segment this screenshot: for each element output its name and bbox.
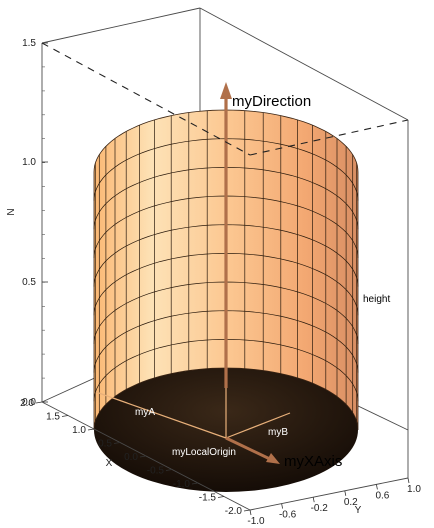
x-axis: 2.0 1.5 1.0 0.5 0.0 -0.5 -1.0 -1.5 -2.0: [20, 398, 251, 517]
y-tick-mark: [281, 503, 283, 509]
x-tick-label: -1.0: [173, 479, 191, 490]
local-origin-label: myLocalOrigin: [172, 447, 236, 458]
y-tick-label: 0.2: [344, 497, 358, 508]
direction-label: myDirection: [232, 93, 311, 110]
x-tick-label: 2.0: [20, 398, 34, 409]
x-tick-mark: [87, 428, 95, 431]
z-tick-label: 1.0: [22, 157, 36, 168]
z-tick-label: 0.5: [22, 277, 36, 288]
x-tick-label: -1.5: [199, 493, 217, 504]
x-tick-mark: [35, 401, 43, 404]
semi-axis-a-label: myA: [135, 407, 155, 418]
y-tick-label: -1.0: [247, 516, 265, 527]
x-tick-label: 1.5: [46, 412, 60, 423]
y-tick-mark: [249, 509, 252, 516]
y-axis: -1.0 -0.6 -0.2 0.2 0.6 1.0: [247, 477, 421, 527]
x-axis-vector-label: myXAxis: [284, 453, 342, 470]
y-tick-label: 0.6: [375, 490, 389, 501]
x-tick-mark: [139, 455, 147, 458]
y-tick-label: -0.6: [279, 510, 297, 521]
z-tick-label: 0.0: [22, 397, 36, 408]
y-tick-label: -0.2: [311, 503, 329, 514]
base-construction-lines: [95, 388, 291, 439]
x-tick-mark: [191, 482, 199, 485]
x-tick-mark: [113, 442, 121, 444]
x-tick-label: -2.0: [225, 506, 243, 517]
x-tick-label: -0.5: [147, 466, 165, 477]
x-tick-label: 1.0: [72, 425, 86, 436]
y-tick-mark: [376, 484, 378, 490]
y-tick-mark: [344, 490, 347, 496]
x-tick-label: 0.0: [124, 452, 138, 463]
y-axis-label: Y: [355, 505, 362, 516]
x-axis-arrow: [225, 436, 280, 464]
semi-axis-b-label: myB: [268, 427, 288, 438]
x-axis-label: X: [106, 458, 113, 469]
z-axis: 1.5 1.0 0.5 0.0: [22, 38, 48, 408]
y-tick-mark: [312, 497, 315, 503]
y-tick-mark: [407, 477, 410, 484]
z-tick-label: 1.5: [22, 38, 36, 49]
x-tick-mark: [61, 415, 69, 417]
y-tick-label: 1.0: [407, 484, 421, 495]
x-tick-mark: [217, 496, 225, 498]
x-tick-mark: [243, 509, 251, 512]
direction-arrow: [220, 82, 232, 388]
z-axis-label: N: [6, 208, 17, 215]
height-label: height: [363, 294, 390, 305]
x-tick-label: 0.5: [98, 439, 112, 450]
bounding-box-front: [41, 42, 409, 511]
x-tick-mark: [165, 469, 173, 471]
